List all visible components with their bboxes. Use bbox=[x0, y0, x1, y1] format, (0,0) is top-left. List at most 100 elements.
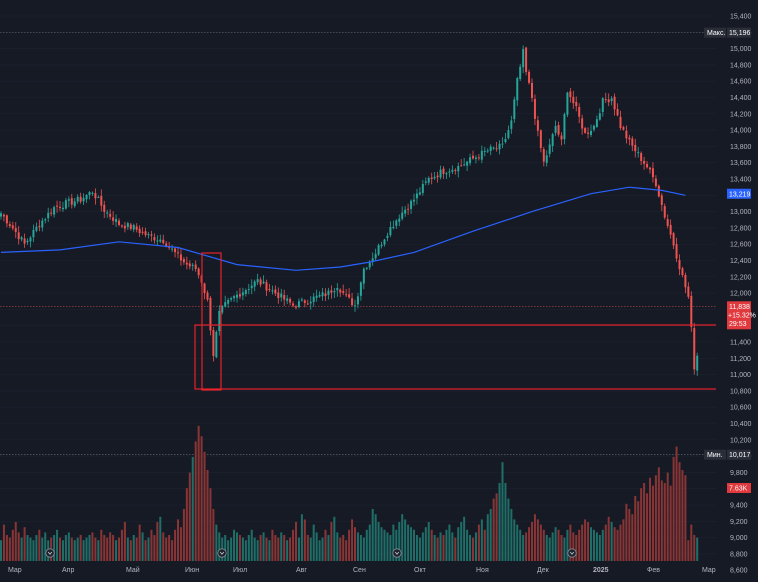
volume-bar bbox=[59, 537, 61, 561]
candle-body bbox=[120, 225, 123, 227]
max-price-tag-bg bbox=[727, 27, 751, 38]
price-axis[interactable]: 15,40015,20015,00014,80014,60014,40014,2… bbox=[716, 0, 758, 582]
volume-bar bbox=[112, 535, 115, 561]
volume-bar bbox=[457, 527, 460, 561]
candle-body bbox=[649, 167, 651, 170]
volume-bar bbox=[566, 529, 569, 561]
price-tick-label: 14,400 bbox=[730, 95, 752, 102]
candle-body bbox=[309, 301, 312, 304]
candle-body bbox=[203, 283, 206, 293]
volume-bar bbox=[188, 472, 191, 561]
price-tick-label: 9,200 bbox=[730, 519, 748, 526]
candle-body bbox=[489, 146, 492, 151]
volume-bar bbox=[415, 535, 418, 561]
candle-body bbox=[392, 226, 395, 229]
current-price-value: 11,838 bbox=[729, 304, 750, 311]
volume-bar bbox=[663, 483, 666, 561]
candle-body bbox=[165, 243, 168, 247]
candle-body bbox=[123, 225, 126, 229]
candle-body bbox=[150, 234, 153, 236]
candle-body bbox=[330, 290, 333, 293]
candle-body bbox=[141, 231, 144, 233]
candle-body bbox=[153, 237, 156, 241]
volume-bar bbox=[342, 535, 345, 561]
volume-bar bbox=[100, 529, 103, 561]
volume-bar bbox=[265, 537, 268, 561]
volume-bar bbox=[354, 527, 356, 561]
volume-bar bbox=[250, 529, 253, 561]
dividend-event-icon[interactable] bbox=[217, 548, 227, 558]
candle-body bbox=[383, 239, 386, 245]
candle-body bbox=[244, 290, 247, 294]
candle-body bbox=[333, 291, 336, 293]
volume-bar bbox=[297, 537, 300, 561]
event-markers[interactable] bbox=[45, 548, 577, 558]
volume-bar bbox=[654, 475, 657, 561]
candle-body bbox=[177, 252, 179, 254]
volume-bar bbox=[247, 535, 250, 561]
candle-body bbox=[247, 289, 250, 291]
candle-body bbox=[592, 125, 595, 130]
candle-body bbox=[380, 244, 383, 247]
candle-body bbox=[129, 224, 132, 230]
volume-bar bbox=[144, 540, 147, 561]
volume-bar bbox=[362, 537, 365, 561]
candle-body bbox=[575, 101, 578, 107]
candle-body bbox=[209, 298, 212, 331]
volume-tag-bg bbox=[727, 483, 751, 493]
volume-value: 7.63K bbox=[729, 486, 748, 493]
dividend-event-icon[interactable] bbox=[392, 548, 402, 558]
candle-body bbox=[651, 168, 654, 178]
candle-body bbox=[415, 193, 418, 199]
candle-body bbox=[253, 281, 256, 287]
volume-bar bbox=[528, 527, 531, 561]
volume-bar bbox=[542, 529, 545, 561]
volume-bar bbox=[551, 532, 554, 561]
candle-body bbox=[64, 200, 67, 209]
volume-bar bbox=[501, 462, 504, 561]
candle-body bbox=[250, 285, 253, 289]
candle-body bbox=[286, 298, 289, 301]
candle-body bbox=[528, 71, 531, 83]
candle-body bbox=[563, 114, 566, 140]
candle-body bbox=[100, 195, 103, 206]
volume-bar bbox=[109, 532, 112, 561]
volume-bar bbox=[427, 522, 430, 561]
volume-bar bbox=[312, 524, 315, 561]
dividend-event-icon[interactable] bbox=[567, 548, 577, 558]
candle-body bbox=[5, 215, 8, 224]
candle-body bbox=[368, 261, 371, 268]
candle-body bbox=[581, 118, 584, 129]
volume-bar bbox=[150, 529, 153, 561]
volume-bar bbox=[510, 509, 513, 561]
volume-bar bbox=[159, 516, 162, 561]
candle-body bbox=[17, 232, 20, 240]
annotation-box-june[interactable] bbox=[201, 252, 222, 391]
candle-body bbox=[162, 239, 165, 244]
candle-body bbox=[519, 66, 522, 80]
volume-bar bbox=[410, 527, 413, 561]
volume-bar bbox=[289, 537, 292, 561]
volume-bar bbox=[38, 529, 41, 561]
candle-body bbox=[348, 294, 351, 298]
volume-bar bbox=[684, 475, 687, 561]
candle-body bbox=[634, 144, 637, 152]
candle-body bbox=[327, 290, 330, 295]
time-tick-label: Сен bbox=[353, 567, 366, 574]
candle-body bbox=[404, 209, 407, 214]
candle-body bbox=[413, 199, 415, 202]
dividend-event-icon[interactable] bbox=[45, 548, 55, 558]
candle-body bbox=[513, 99, 516, 120]
current-price-tag: 11,838+15.32% 29:53 bbox=[727, 301, 756, 330]
candle-body bbox=[637, 152, 640, 154]
time-axis[interactable]: Мар Апр Май Июн Июл Авг Сен Окт Ноя Дек 2025 Фев Мар bbox=[8, 566, 716, 574]
volume-bar bbox=[572, 532, 575, 561]
candle-body bbox=[53, 207, 56, 215]
candle-body bbox=[312, 296, 315, 303]
volume-bar bbox=[563, 537, 566, 561]
price-tick-label: 14,200 bbox=[730, 111, 752, 118]
candle-body bbox=[451, 169, 454, 172]
